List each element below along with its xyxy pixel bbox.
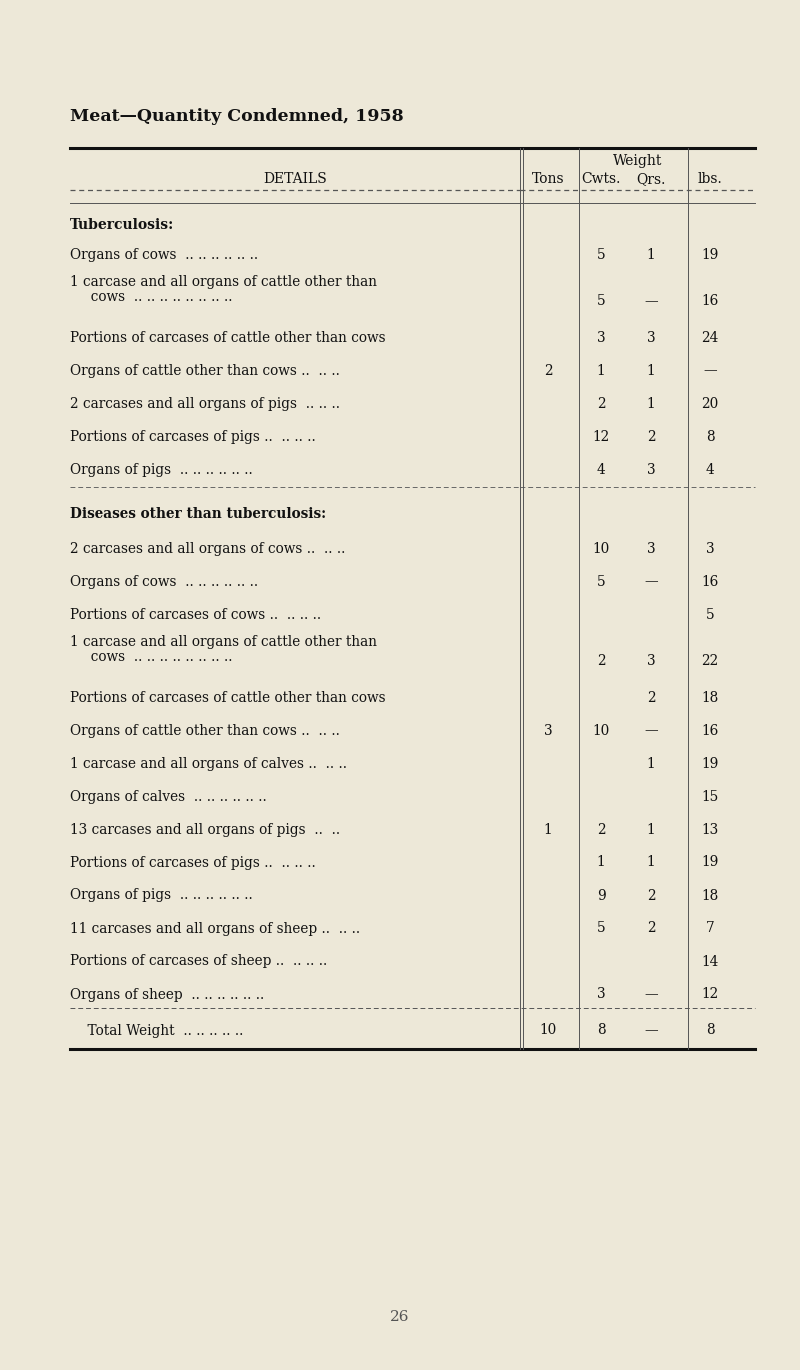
Text: Organs of cattle other than cows ..  .. ..: Organs of cattle other than cows .. .. .…	[70, 723, 340, 737]
Text: Portions of carcases of sheep ..  .. .. ..: Portions of carcases of sheep .. .. .. .…	[70, 955, 327, 969]
Text: 10: 10	[592, 723, 610, 737]
Text: 22: 22	[702, 653, 718, 669]
Text: Tuberculosis:: Tuberculosis:	[70, 218, 174, 232]
Text: 20: 20	[702, 396, 718, 411]
Text: 2: 2	[597, 822, 606, 837]
Text: 3: 3	[646, 330, 655, 344]
Text: Organs of sheep  .. .. .. .. .. ..: Organs of sheep .. .. .. .. .. ..	[70, 988, 264, 1001]
Text: 1: 1	[646, 396, 655, 411]
Text: 19: 19	[702, 855, 718, 870]
Text: 13 carcases and all organs of pigs  ..  ..: 13 carcases and all organs of pigs .. ..	[70, 822, 340, 837]
Text: 1 carcase and all organs of calves ..  .. ..: 1 carcase and all organs of calves .. ..…	[70, 756, 347, 770]
Text: Portions of carcases of cattle other than cows: Portions of carcases of cattle other tha…	[70, 690, 386, 704]
Text: 5: 5	[706, 607, 714, 622]
Text: 7: 7	[706, 922, 714, 936]
Text: —: —	[644, 723, 658, 737]
Text: 15: 15	[702, 789, 718, 803]
Text: Meat—Quantity Condemned, 1958: Meat—Quantity Condemned, 1958	[70, 108, 404, 125]
Text: 4: 4	[706, 463, 714, 477]
Text: Organs of cattle other than cows ..  .. ..: Organs of cattle other than cows .. .. .…	[70, 363, 340, 378]
Text: 10: 10	[539, 1023, 557, 1037]
Text: DETAILS: DETAILS	[263, 173, 327, 186]
Text: 3: 3	[597, 330, 606, 344]
Text: 8: 8	[706, 1023, 714, 1037]
Text: 11 carcases and all organs of sheep ..  .. ..: 11 carcases and all organs of sheep .. .…	[70, 922, 360, 936]
Text: —: —	[644, 574, 658, 589]
Text: 2 carcases and all organs of cows ..  .. ..: 2 carcases and all organs of cows .. .. …	[70, 541, 346, 555]
Text: 16: 16	[702, 574, 718, 589]
Text: cows  .. .. .. .. .. .. .. ..: cows .. .. .. .. .. .. .. ..	[82, 649, 233, 664]
Text: Weight: Weight	[613, 153, 662, 169]
Text: 5: 5	[597, 248, 606, 262]
Text: cows  .. .. .. .. .. .. .. ..: cows .. .. .. .. .. .. .. ..	[82, 290, 233, 304]
Text: 2: 2	[646, 922, 655, 936]
Text: 5: 5	[597, 922, 606, 936]
Text: 1: 1	[646, 756, 655, 770]
Text: 18: 18	[702, 690, 718, 704]
Text: Qrs.: Qrs.	[636, 173, 666, 186]
Text: Organs of pigs  .. .. .. .. .. ..: Organs of pigs .. .. .. .. .. ..	[70, 889, 253, 903]
Text: —: —	[644, 295, 658, 308]
Text: 12: 12	[702, 988, 718, 1001]
Text: 3: 3	[706, 541, 714, 555]
Text: Diseases other than tuberculosis:: Diseases other than tuberculosis:	[70, 507, 326, 521]
Text: 12: 12	[592, 430, 610, 444]
Text: 1: 1	[597, 363, 606, 378]
Text: Organs of calves  .. .. .. .. .. ..: Organs of calves .. .. .. .. .. ..	[70, 789, 266, 803]
Text: —: —	[644, 1023, 658, 1037]
Text: 3: 3	[646, 463, 655, 477]
Text: Portions of carcases of pigs ..  .. .. ..: Portions of carcases of pigs .. .. .. ..	[70, 430, 316, 444]
Text: 16: 16	[702, 295, 718, 308]
Text: 1: 1	[646, 248, 655, 262]
Text: 5: 5	[597, 574, 606, 589]
Text: Organs of pigs  .. .. .. .. .. ..: Organs of pigs .. .. .. .. .. ..	[70, 463, 253, 477]
Text: 10: 10	[592, 541, 610, 555]
Text: 2: 2	[597, 653, 606, 669]
Text: 1: 1	[544, 822, 552, 837]
Text: 3: 3	[597, 988, 606, 1001]
Text: 2: 2	[597, 396, 606, 411]
Text: Organs of cows  .. .. .. .. .. ..: Organs of cows .. .. .. .. .. ..	[70, 574, 258, 589]
Text: 2: 2	[646, 889, 655, 903]
Text: 19: 19	[702, 756, 718, 770]
Text: 3: 3	[646, 541, 655, 555]
Text: 2: 2	[646, 430, 655, 444]
Text: —: —	[703, 363, 717, 378]
Text: 1 carcase and all organs of cattle other than: 1 carcase and all organs of cattle other…	[70, 275, 377, 289]
Text: Portions of carcases of cows ..  .. .. ..: Portions of carcases of cows .. .. .. ..	[70, 607, 321, 622]
Text: 19: 19	[702, 248, 718, 262]
Text: 26: 26	[390, 1310, 410, 1323]
Text: 2 carcases and all organs of pigs  .. .. ..: 2 carcases and all organs of pigs .. .. …	[70, 396, 340, 411]
Text: 3: 3	[646, 653, 655, 669]
Text: Portions of carcases of cattle other than cows: Portions of carcases of cattle other tha…	[70, 330, 386, 344]
Text: 1: 1	[597, 855, 606, 870]
Text: Tons: Tons	[532, 173, 564, 186]
Text: 3: 3	[544, 723, 552, 737]
Text: 13: 13	[702, 822, 718, 837]
Text: Total Weight  .. .. .. .. ..: Total Weight .. .. .. .. ..	[70, 1023, 243, 1037]
Text: 24: 24	[702, 330, 718, 344]
Text: Organs of cows  .. .. .. .. .. ..: Organs of cows .. .. .. .. .. ..	[70, 248, 258, 262]
Text: 18: 18	[702, 889, 718, 903]
Text: lbs.: lbs.	[698, 173, 722, 186]
Text: Portions of carcases of pigs ..  .. .. ..: Portions of carcases of pigs .. .. .. ..	[70, 855, 316, 870]
Text: Cwts.: Cwts.	[582, 173, 621, 186]
Text: 16: 16	[702, 723, 718, 737]
Text: 1 carcase and all organs of cattle other than: 1 carcase and all organs of cattle other…	[70, 636, 377, 649]
Text: —: —	[644, 988, 658, 1001]
Text: 2: 2	[646, 690, 655, 704]
Text: 8: 8	[706, 430, 714, 444]
Text: 2: 2	[544, 363, 552, 378]
Text: 1: 1	[646, 855, 655, 870]
Text: 5: 5	[597, 295, 606, 308]
Text: 1: 1	[646, 822, 655, 837]
Text: 9: 9	[597, 889, 606, 903]
Text: 8: 8	[597, 1023, 606, 1037]
Text: 1: 1	[646, 363, 655, 378]
Text: 4: 4	[597, 463, 606, 477]
Text: 14: 14	[702, 955, 718, 969]
